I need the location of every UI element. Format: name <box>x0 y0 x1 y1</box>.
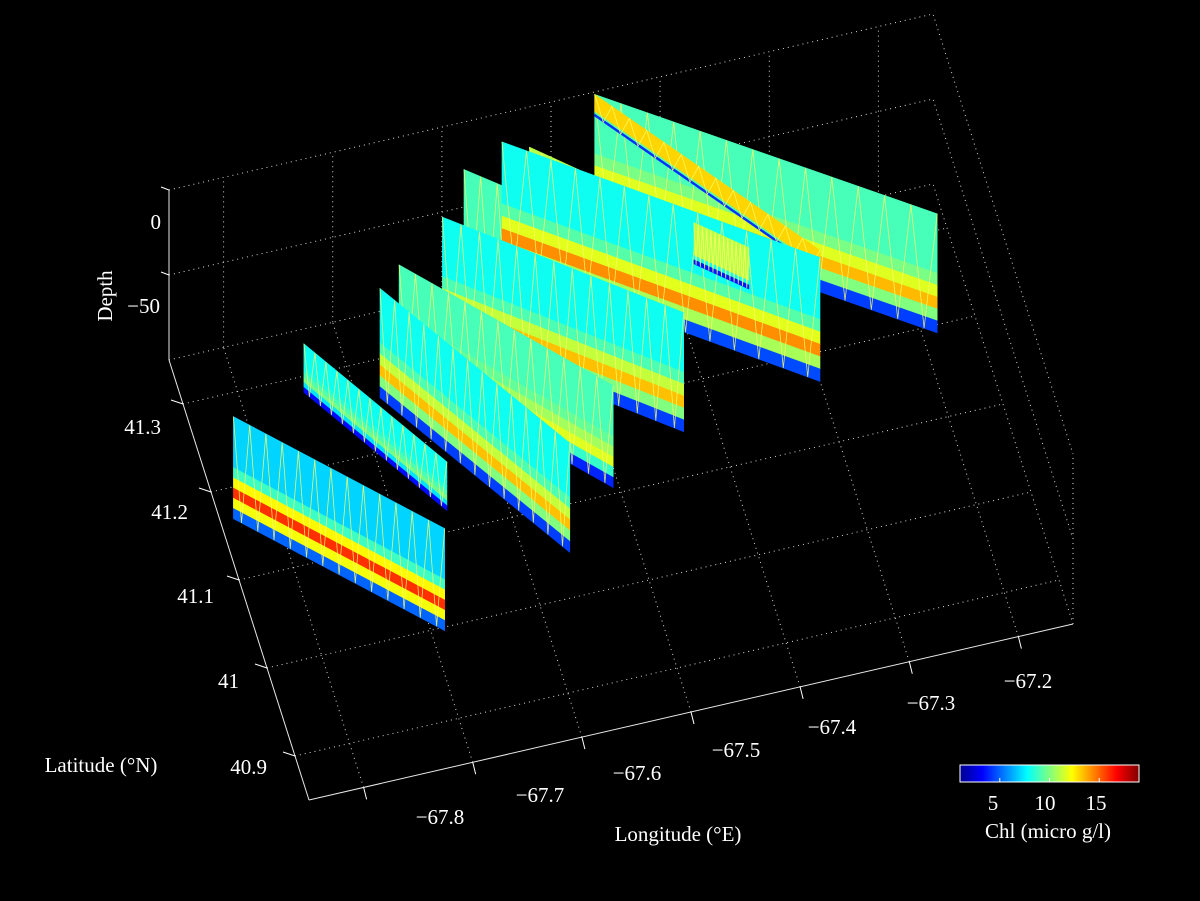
x-tick-mark <box>690 711 695 725</box>
y-tick-mark <box>282 751 296 757</box>
x-axis-label: Longitude (°E) <box>615 822 742 846</box>
y-tick-mark <box>198 487 212 493</box>
y-tick-label: 41.3 <box>124 415 161 439</box>
chlorophyll-sections <box>233 93 938 632</box>
floor-gridline <box>877 196 1019 637</box>
x-tick-label: −67.3 <box>907 691 956 715</box>
section-curtain <box>233 416 446 632</box>
section-curtain <box>303 343 448 512</box>
x-tick-mark <box>581 736 586 750</box>
section-curtain <box>594 93 821 273</box>
colorbar-tick-label: 15 <box>1086 791 1107 815</box>
z-tick-label: 0 <box>151 210 162 234</box>
towyo-track <box>594 94 821 268</box>
y-tick-mark <box>254 663 268 669</box>
x-tick-mark <box>1017 636 1022 649</box>
colorbar-ticks <box>999 778 1100 782</box>
floor-gridline <box>768 221 910 662</box>
floor-gridline <box>223 347 365 788</box>
floor-gridline <box>210 315 976 493</box>
z-axis-label: Depth <box>93 270 117 322</box>
x-tick-label: −67.5 <box>712 738 761 762</box>
y-tick-mark <box>226 575 240 581</box>
longitude-ticks: −67.8 −67.7 −67.6 −67.5 −67.4 −67.3 −67.… <box>416 669 1053 829</box>
y-axis-label: Latitude (°N) <box>45 753 158 777</box>
y-tick-label: 41 <box>218 669 239 693</box>
latitude-ticks: 40.9 41 41.1 41.2 41.3 <box>124 415 267 779</box>
x-tick-label: −67.2 <box>1004 669 1053 693</box>
x-tick-mark <box>472 762 477 775</box>
section-curtain <box>693 222 750 290</box>
z-tick-mark <box>160 186 170 191</box>
colorbar: 5 10 15 Chl (micro g/l) <box>959 764 1140 843</box>
x-tick-label: −67.7 <box>516 783 565 807</box>
colorbar-tick-label: 10 <box>1035 791 1056 815</box>
towyo-track <box>693 222 750 289</box>
x-tick-mark <box>908 661 913 674</box>
axis-frame <box>160 186 1074 801</box>
floor-gridline <box>550 271 692 713</box>
towyo-track <box>379 288 571 547</box>
x-tick-mark <box>799 686 804 700</box>
depth-ticks: 0 −50 <box>127 210 161 318</box>
y-tick-label: 41.2 <box>151 500 188 524</box>
colorbar-label: Chl (micro g/l) <box>985 819 1111 843</box>
towyo-track <box>233 416 446 627</box>
z-tick-mark <box>160 271 170 276</box>
y-tick-mark <box>170 399 184 405</box>
y-tick-label: 41.1 <box>177 584 214 608</box>
x-tick-label: −67.6 <box>613 761 662 785</box>
y-tick-label: 40.9 <box>230 755 267 779</box>
towyo-track <box>303 343 448 507</box>
x-tick-label: −67.4 <box>808 715 857 739</box>
colorbar-tick-label: 5 <box>988 791 999 815</box>
floor-gridline <box>266 491 1032 669</box>
z-tick-label: −50 <box>127 294 160 318</box>
floor-gridline <box>659 246 801 688</box>
section-curtain <box>379 287 571 554</box>
x-tick-label: −67.8 <box>416 805 465 829</box>
x-tick-mark <box>363 787 368 800</box>
floor-gridline <box>294 579 1060 757</box>
